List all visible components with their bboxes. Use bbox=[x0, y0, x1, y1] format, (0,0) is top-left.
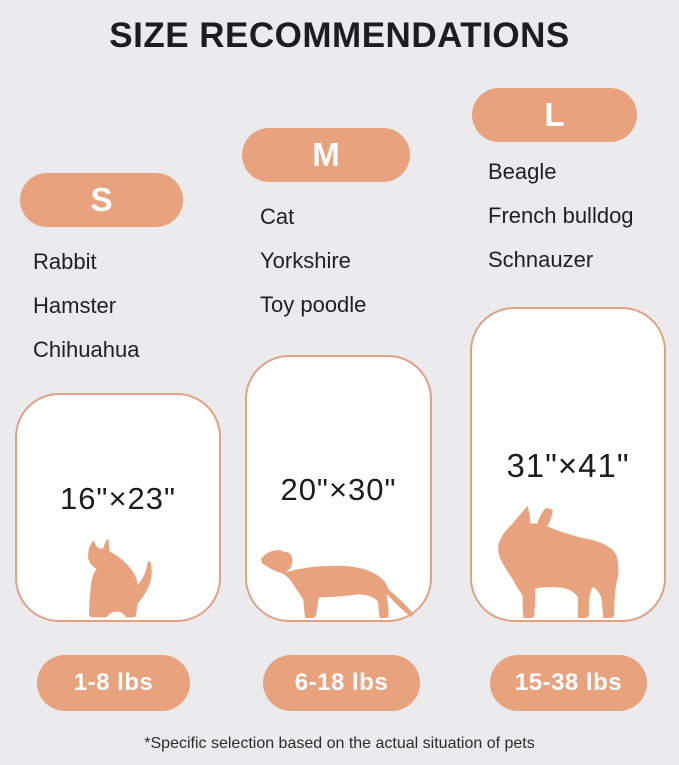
size-badge-m: M bbox=[242, 128, 410, 182]
pet-item: French bulldog bbox=[488, 203, 634, 228]
bed-dimensions-m: 20"×30" bbox=[280, 472, 397, 507]
pet-item: Cat bbox=[260, 204, 295, 229]
bed-outline-s: 16"×23" bbox=[15, 393, 221, 622]
bed-dimensions-s: 16"×23" bbox=[59, 481, 177, 516]
size-badge-label: S bbox=[90, 181, 113, 218]
pet-item: Schnauzer bbox=[488, 247, 594, 272]
size-badge-l: L bbox=[472, 88, 637, 142]
french-bulldog-icon bbox=[498, 505, 619, 618]
bed-outline-l: 31"×41" bbox=[470, 307, 666, 622]
bed-outline-m: 20"×30" bbox=[245, 355, 432, 622]
pet-item: Toy poodle bbox=[260, 292, 367, 317]
pet-list-m: Cat Yorkshire Toy poodle bbox=[260, 205, 366, 337]
weight-badge-m: 6-18 lbs bbox=[263, 655, 420, 711]
weight-badge-label: 6-18 lbs bbox=[294, 669, 389, 696]
bed-dimensions-l: 31"×41" bbox=[506, 447, 630, 484]
pet-item: Chihuahua bbox=[33, 337, 140, 362]
dachshund-icon bbox=[260, 550, 413, 618]
weight-badge-s: 1-8 lbs bbox=[37, 655, 190, 711]
size-badge-s: S bbox=[20, 173, 183, 227]
cat-icon bbox=[88, 539, 152, 618]
weight-badge-l: 15-38 lbs bbox=[490, 655, 647, 711]
pet-item: Beagle bbox=[488, 159, 557, 184]
size-badge-label: L bbox=[544, 96, 565, 133]
pet-item: Yorkshire bbox=[260, 248, 351, 273]
weight-badge-label: 15-38 lbs bbox=[514, 669, 623, 696]
pet-item: Rabbit bbox=[33, 249, 97, 274]
weight-badge-label: 1-8 lbs bbox=[73, 669, 154, 696]
pet-list-s: Rabbit Hamster Chihuahua bbox=[33, 250, 139, 382]
page-title: SIZE RECOMMENDATIONS bbox=[109, 16, 570, 55]
footnote: *Specific selection based on the actual … bbox=[144, 735, 535, 752]
pet-list-l: Beagle French bulldog Schnauzer bbox=[488, 160, 634, 292]
size-badge-label: M bbox=[312, 136, 340, 173]
pet-item: Hamster bbox=[33, 293, 117, 318]
